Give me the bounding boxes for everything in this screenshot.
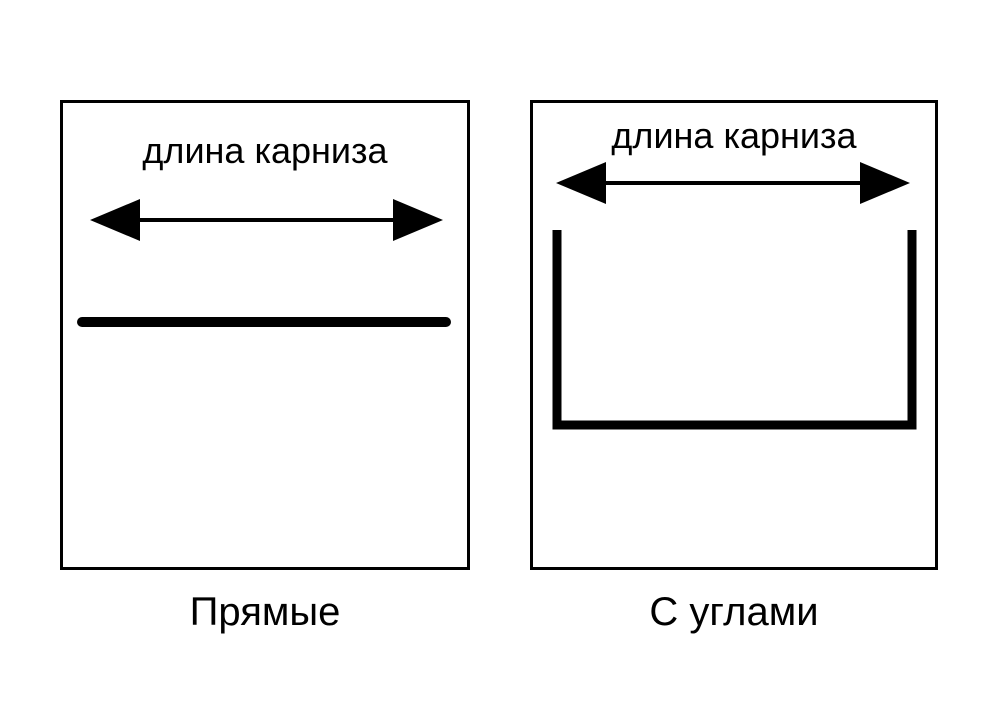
caption-straight: Прямые (190, 590, 341, 635)
svg-layer (0, 0, 1000, 718)
dim-label-right: длина карниза (611, 115, 856, 157)
caption-with-corners: С углами (649, 590, 818, 635)
diagram-canvas: длина карниза длина карниза Прямые С угл… (0, 0, 1000, 718)
dim-label-left: длина карниза (142, 130, 387, 172)
